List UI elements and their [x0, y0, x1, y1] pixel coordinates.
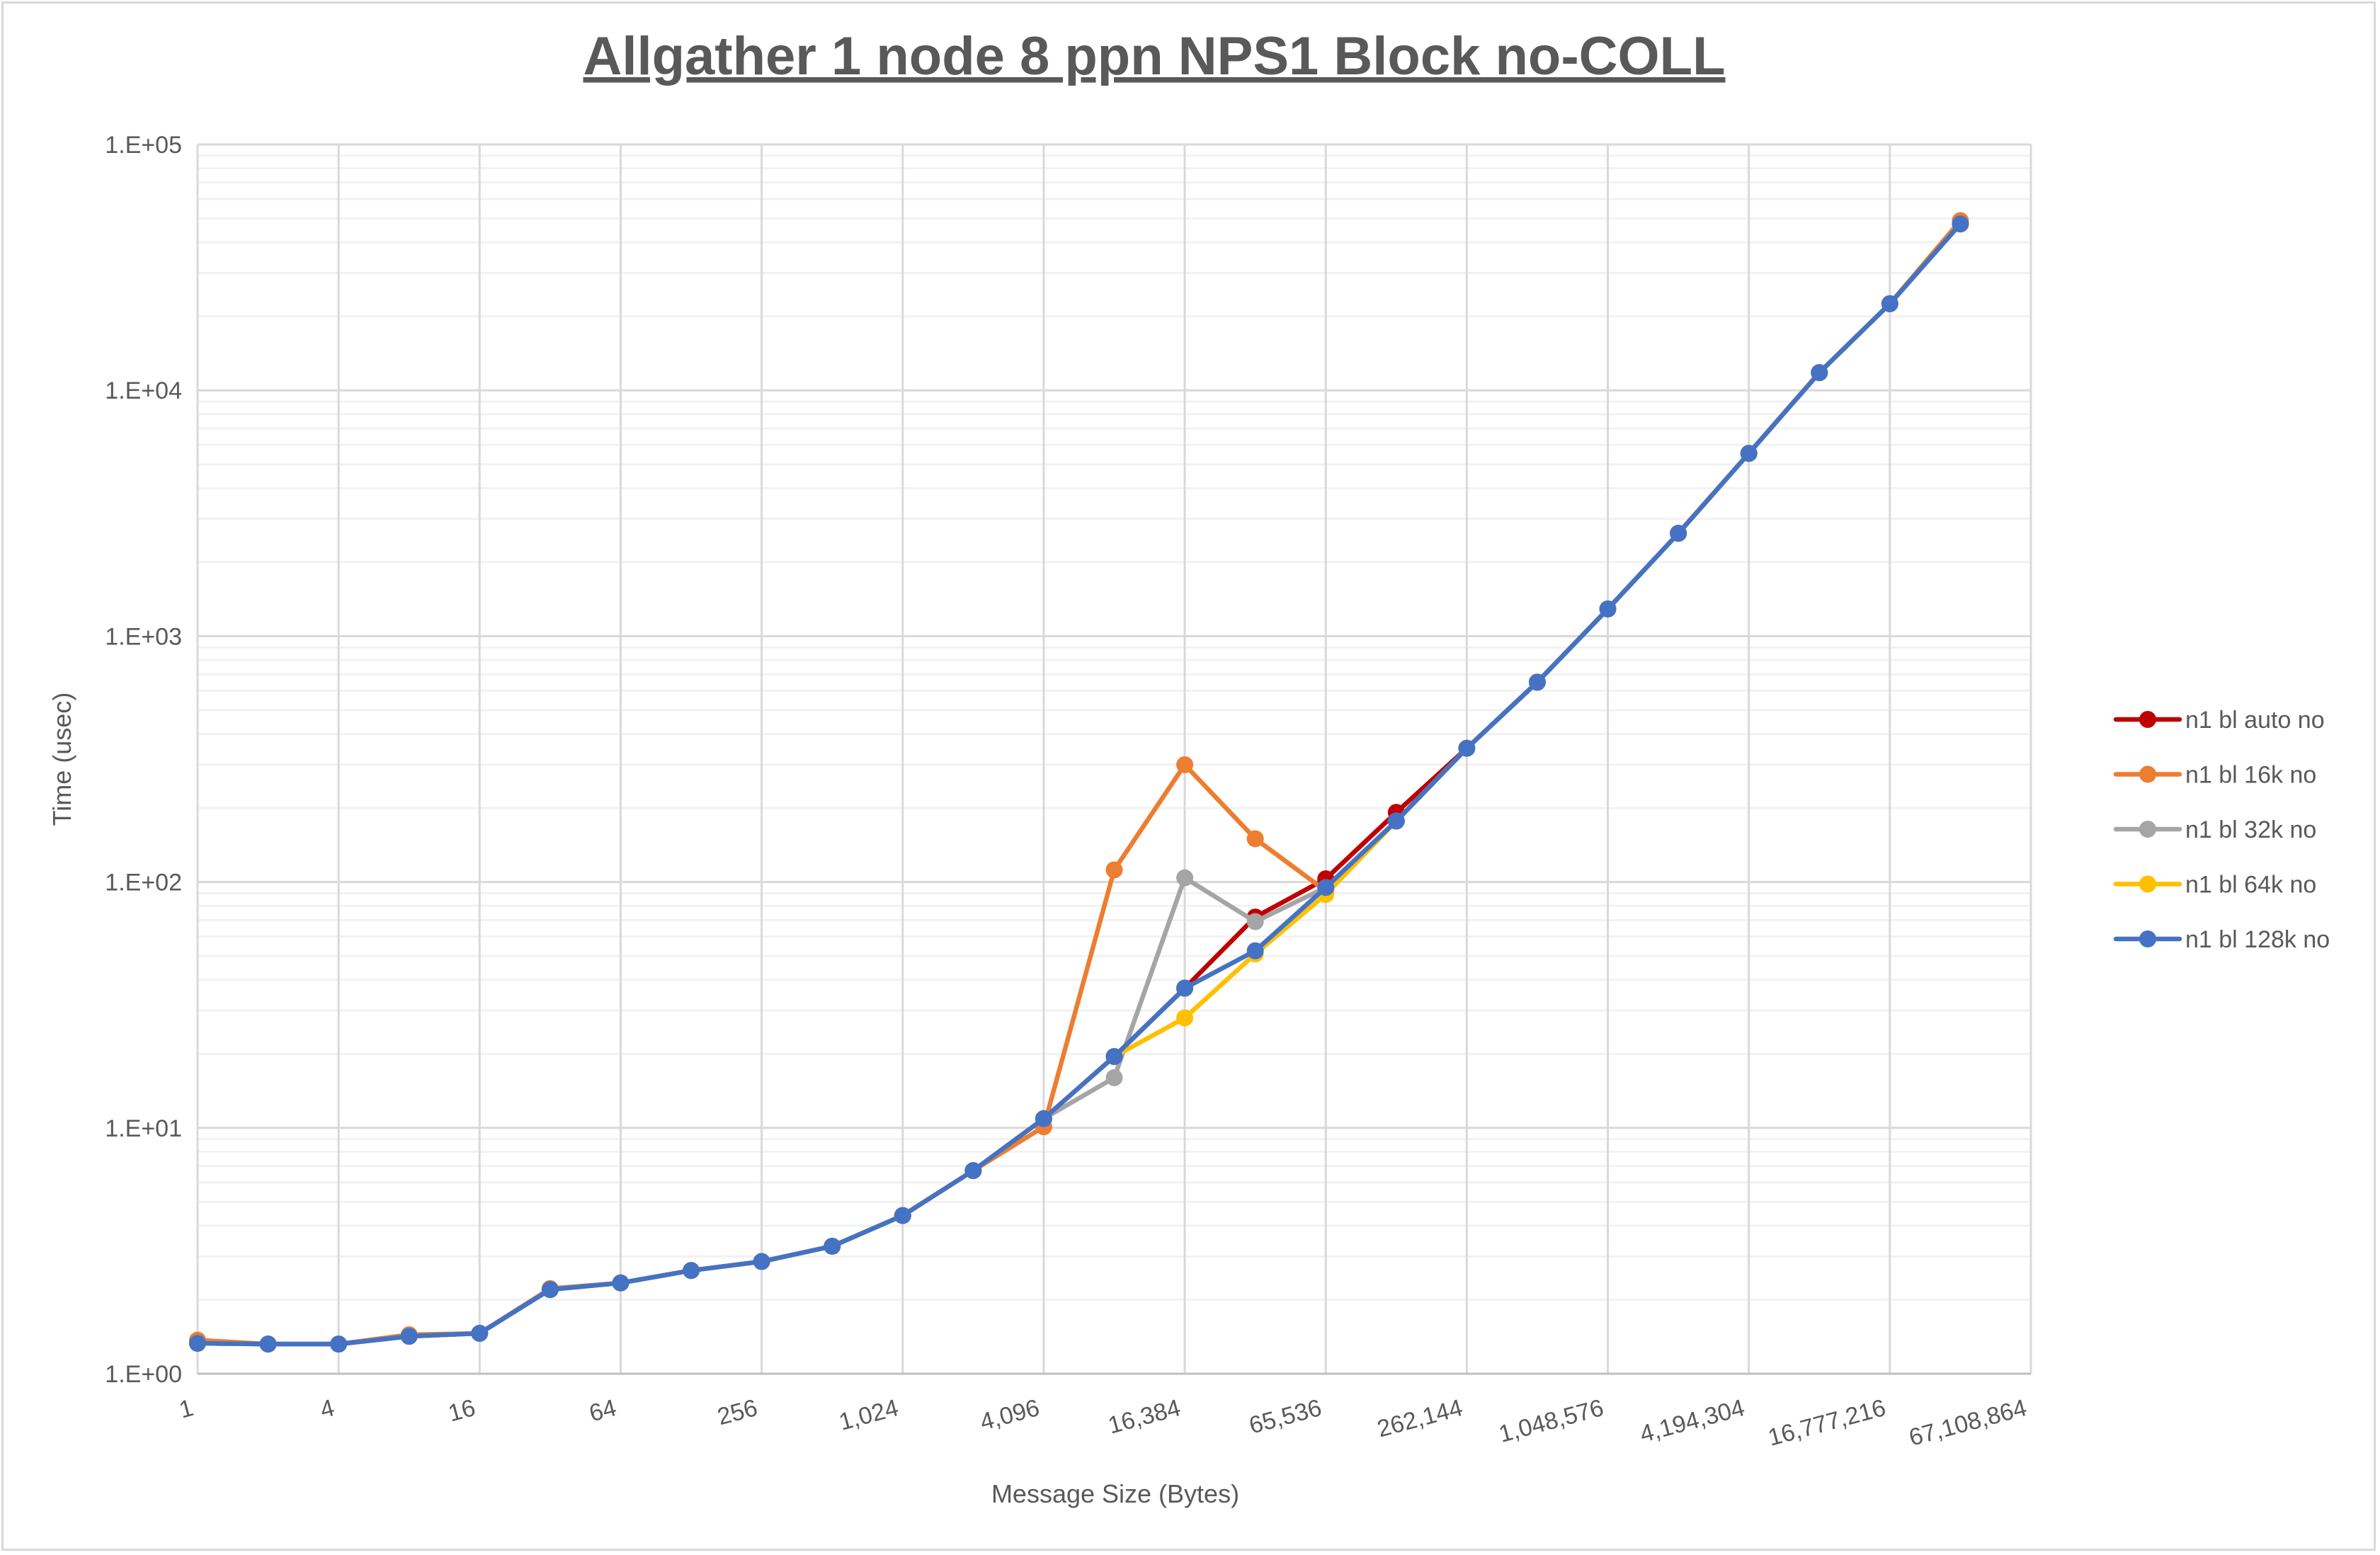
- data-point: [1599, 600, 1617, 618]
- x-tick-label: 16,777,216: [1765, 1394, 1889, 1452]
- x-tick-label: 65,536: [1246, 1394, 1324, 1440]
- x-tick-label: 4,194,304: [1637, 1394, 1748, 1448]
- y-tick-label: 1.E+03: [105, 623, 182, 650]
- legend-item: n1 bl 16k no: [2113, 762, 2316, 789]
- legend-marker: [2139, 821, 2156, 838]
- data-point: [1528, 673, 1546, 691]
- x-tick-label: 1,024: [836, 1394, 901, 1436]
- data-point: [1387, 812, 1405, 830]
- legend-item: n1 bl 128k no: [2113, 926, 2330, 953]
- x-tick-label: 4: [317, 1394, 337, 1424]
- data-point: [683, 1262, 700, 1280]
- data-point: [471, 1324, 489, 1342]
- data-point: [1176, 979, 1194, 997]
- data-point: [1176, 869, 1194, 887]
- data-point: [1035, 1110, 1052, 1127]
- y-axis-label: Time (usec): [47, 693, 76, 826]
- x-tick-label: 64: [586, 1394, 619, 1427]
- legend-marker: [2139, 875, 2156, 893]
- data-point: [1105, 1069, 1123, 1086]
- x-tick-label: 1,048,576: [1496, 1394, 1607, 1448]
- legend-item: n1 bl auto no: [2113, 707, 2325, 734]
- series-line: [195, 222, 1963, 1347]
- data-point: [1458, 739, 1476, 757]
- data-point: [1176, 1009, 1194, 1027]
- legend-item: n1 bl 64k no: [2113, 872, 2316, 899]
- x-tick-label: 16,384: [1105, 1394, 1183, 1440]
- y-tick-label: 1.E+01: [105, 1115, 182, 1142]
- data-point: [1105, 1048, 1123, 1066]
- data-point: [541, 1281, 559, 1299]
- data-point: [1176, 756, 1194, 773]
- data-point: [400, 1328, 418, 1345]
- data-point: [1246, 913, 1264, 930]
- data-point: [1811, 364, 1828, 382]
- data-point: [894, 1207, 911, 1224]
- x-tick-label: 4,096: [977, 1394, 1042, 1436]
- legend-label: n1 bl 64k no: [2185, 872, 2316, 899]
- data-point: [259, 1335, 277, 1353]
- data-point: [1105, 861, 1123, 879]
- data-point: [1881, 295, 1898, 312]
- legend-item: n1 bl 32k no: [2113, 816, 2316, 843]
- legend-label: n1 bl 128k no: [2185, 926, 2330, 953]
- data-point: [1952, 215, 1969, 233]
- data-point: [964, 1162, 982, 1180]
- data-point: [330, 1335, 348, 1353]
- series-line: [195, 222, 1963, 1347]
- legend-marker: [2139, 765, 2156, 783]
- series-4: [189, 215, 1969, 1353]
- x-axis-label: Message Size (Bytes): [991, 1479, 1239, 1508]
- x-tick-label: 256: [714, 1394, 761, 1430]
- x-tick-label: 1: [176, 1394, 196, 1424]
- axes: 1.E+00 1.E+01 1.E+02 1.E+03 1.E+04 1.E+05 1 4 16…: [105, 132, 2031, 1452]
- y-tick-label: 1.E+05: [105, 132, 182, 159]
- data-point: [612, 1274, 630, 1292]
- data-point: [1740, 445, 1758, 462]
- legend-label: n1 bl 16k no: [2185, 762, 2316, 789]
- legend: n1 bl auto no n1 bl 16k no n1 bl 32k no n1 …: [2113, 707, 2330, 953]
- legend-marker: [2139, 930, 2156, 947]
- series-line: [195, 218, 1963, 1347]
- chart-title: Allgather 1 node 8 ppn NPS1 Block no-COL…: [583, 26, 1725, 86]
- legend-marker: [2139, 711, 2156, 728]
- y-tick-label: 1.E+02: [105, 870, 182, 896]
- data-point: [189, 1334, 206, 1352]
- data-point: [753, 1253, 770, 1270]
- x-tick-label: 262,144: [1374, 1394, 1466, 1443]
- y-tick-label: 1.E+04: [105, 377, 182, 404]
- data-point: [824, 1237, 841, 1255]
- y-tick-label: 1.E+00: [105, 1361, 182, 1388]
- data-point: [1246, 830, 1264, 848]
- series-layer: [189, 212, 1969, 1353]
- x-tick-label: 67,108,864: [1906, 1394, 2029, 1452]
- gridlines: [196, 143, 2032, 1375]
- x-tick-label: 16: [445, 1394, 478, 1427]
- legend-label: n1 bl 32k no: [2185, 816, 2316, 843]
- series-line: [195, 222, 1963, 1347]
- series-line: [195, 222, 1963, 1347]
- data-point: [1317, 879, 1335, 896]
- data-point: [1670, 525, 1687, 542]
- legend-label: n1 bl auto no: [2185, 707, 2325, 734]
- data-point: [1246, 942, 1264, 959]
